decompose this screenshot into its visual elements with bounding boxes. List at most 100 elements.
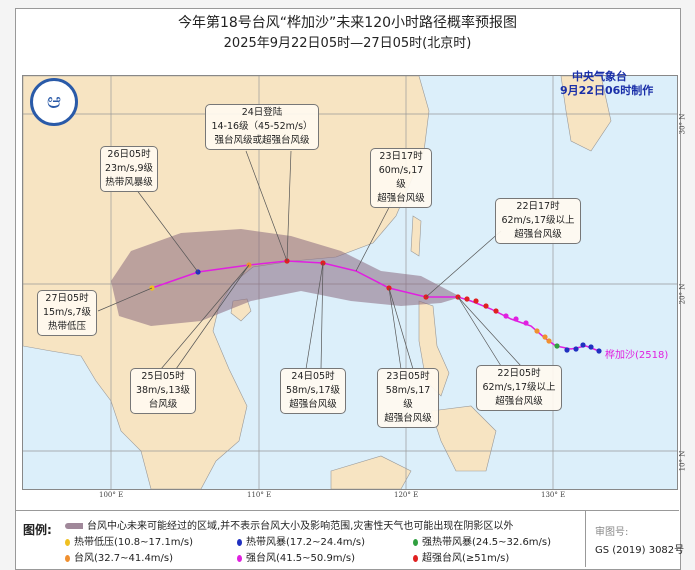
annotation-t2205: 22日05时 62m/s,17级以上 超强台风级 — [476, 365, 562, 411]
lat-label: 20° N — [678, 283, 687, 305]
map-title: 今年第18号台风“桦加沙”未来120小时路径概率预报图 — [177, 15, 518, 31]
map-approval-number: GS (2019) 3082号 — [595, 545, 685, 556]
annotation-line: 超强台风级 — [514, 229, 562, 240]
legend-item: 热带风暴(17.2~24.4m/s) — [237, 533, 365, 548]
annotation-line: 24日登陆 — [241, 107, 283, 118]
map-approval-label: 审图号: — [595, 527, 629, 538]
legend-item-text: 热带风暴(17.2~24.4m/s) — [246, 537, 366, 548]
annotation-t2305: 23日05时 58m/s,17级超强台风级 — [377, 368, 439, 428]
taiwan — [410, 215, 422, 257]
annotation-line: 26日05时 — [107, 149, 151, 160]
track-point — [493, 308, 499, 314]
annotation-t26: 26日05时 23m/s,9级 热带风暴级 — [100, 146, 158, 192]
annotation-line: 27日05时 — [45, 293, 89, 304]
legend-item: 台风(32.7~41.4m/s) — [65, 549, 173, 564]
track-point — [523, 320, 529, 326]
issuer-name: 中央气象台 — [572, 70, 627, 83]
track-point — [503, 313, 509, 319]
annotation-t2317: 23日17时 60m/s,17级超强台风级 — [370, 148, 432, 208]
annotation-line: 超强台风级 — [377, 193, 425, 204]
intensity-dot-icon — [65, 538, 70, 546]
legend-item: 超强台风(≥51m/s) — [413, 549, 509, 564]
korea-japan — [560, 76, 612, 152]
lon-label: 120° E — [394, 491, 419, 499]
annotation-line: 超强台风级 — [289, 399, 337, 410]
annotation-line: 58m/s,17级 — [385, 385, 431, 410]
annotation-line: 58m/s,17级 — [285, 385, 341, 396]
track-point — [596, 348, 602, 354]
track-point — [588, 344, 594, 350]
map-svg — [23, 76, 677, 489]
intensity-dot-icon — [413, 554, 418, 562]
annotation-line: 38m/s,13级 — [135, 385, 191, 396]
annotation-t27: 27日05时 15m/s,7级 热带低压 — [37, 290, 97, 336]
legend-title: 图例: — [23, 523, 52, 537]
issuer-time: 9月22日06时制作 — [560, 84, 654, 97]
annotation-line: 22日05时 — [497, 368, 541, 379]
legend-item: 热带低压(10.8~17.1m/s) — [65, 533, 193, 548]
annotation-line: 超强台风级 — [495, 396, 543, 407]
cma-logo: ಆ — [30, 78, 78, 126]
annotation-t25: 25日05时 38m/s,13级 台风级 — [130, 368, 196, 414]
annotation-line: 14-16级（45-52m/s） — [211, 121, 313, 132]
legend-item-text: 强热带风暴(24.5~32.6m/s) — [422, 537, 552, 548]
lon-label: 130° E — [541, 491, 566, 499]
track-point — [534, 328, 540, 334]
lon-label: 100° E — [99, 491, 124, 499]
track-point — [542, 334, 548, 340]
annotation-line: 台风级 — [148, 399, 178, 410]
track-point — [564, 347, 570, 353]
track-point — [573, 346, 579, 352]
track-point — [554, 343, 560, 349]
track-point — [580, 342, 586, 348]
intensity-dot-icon — [237, 538, 242, 546]
track-point — [464, 296, 470, 302]
track-points — [149, 258, 602, 354]
annotation-line: 热带低压 — [47, 321, 86, 332]
intensity-dot-icon — [65, 554, 70, 562]
annotation-line: 热带风暴级 — [105, 177, 153, 188]
intensity-dot-icon — [237, 554, 242, 562]
annotation-line: 24日05时 — [291, 371, 335, 382]
annotation-line: 强台风级或超强台风级 — [214, 135, 310, 146]
map-area — [22, 75, 678, 490]
legend-item-text: 强台风(41.5~50.9m/s) — [246, 553, 356, 564]
legend-item-text: 热带低压(10.8~17.1m/s) — [74, 537, 194, 548]
annotation-line: 15m/s,7级 — [42, 307, 92, 318]
borneo — [330, 455, 412, 489]
typhoon-name-label: 桦加沙(2518) — [605, 350, 669, 361]
lat-label: 10° N — [678, 450, 687, 472]
legend-cone: 台风中心未来可能经过的区域,并不表示台风大小及影响范围,灾害性天气也可能出现在阴… — [65, 517, 513, 532]
track-point — [546, 338, 552, 344]
legend-item: 强台风(41.5~50.9m/s) — [237, 549, 355, 564]
annotation-line: 23日05时 — [386, 371, 430, 382]
track-point — [483, 303, 489, 309]
legend-item-text: 超强台风(≥51m/s) — [422, 553, 510, 564]
philippines-south — [430, 405, 497, 472]
map-subtitle: 2025年9月22日05时—27日05时(北京时) — [223, 36, 472, 51]
track-point — [473, 298, 479, 304]
legend-item: 强热带风暴(24.5~32.6m/s) — [413, 533, 551, 548]
annotation-line: 23日17时 — [379, 151, 423, 162]
leader-lines — [97, 150, 522, 370]
legend-divider — [585, 511, 586, 567]
annotation-landfall: 24日登陆 14-16级（45-52m/s） 强台风级或超强台风级 — [205, 104, 319, 150]
annotation-t24: 24日05时 58m/s,17级 超强台风级 — [280, 368, 346, 414]
annotation-line: 超强台风级 — [384, 413, 432, 424]
legend: 图例: 台风中心未来可能经过的区域,并不表示台风大小及影响范围,灾害性天气也可能… — [15, 510, 684, 567]
legend-item-text: 台风(32.7~41.4m/s) — [74, 553, 174, 564]
annotation-line: 60m/s,17级 — [378, 165, 424, 190]
intensity-dot-icon — [413, 538, 418, 546]
legend-cone-text: 台风中心未来可能经过的区域,并不表示台风大小及影响范围,灾害性天气也可能出现在阴… — [87, 521, 514, 532]
track-point — [513, 316, 519, 322]
annotation-t2217: 22日17时 62m/s,17级以上 超强台风级 — [495, 198, 581, 244]
lon-label: 110° E — [247, 491, 272, 499]
probability-cone — [111, 229, 461, 326]
cone-swatch-icon — [65, 523, 83, 529]
annotation-line: 25日05时 — [141, 371, 185, 382]
annotation-line: 22日17时 — [516, 201, 560, 212]
annotation-line: 62m/s,17级以上 — [501, 215, 575, 226]
annotation-line: 23m/s,9级 — [104, 163, 154, 174]
lat-label: 30° N — [678, 113, 687, 135]
